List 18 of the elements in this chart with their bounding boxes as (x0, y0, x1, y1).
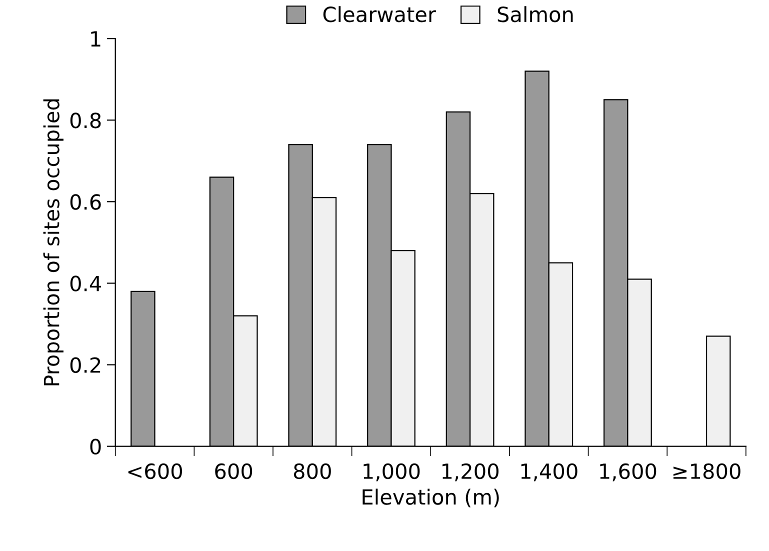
x-tick-label: 1,600 (600, 463, 656, 482)
y-tick-label: 1 (91, 31, 100, 46)
x-tick-label: 600 (215, 463, 252, 480)
x-tick-label: ≥1800 (673, 463, 740, 480)
y-tick-label: 0.6 (70, 194, 101, 210)
y-axis-title: Proportion of sites occupied (43, 99, 64, 386)
x-tick-label: <600 (128, 463, 182, 480)
x-tick-label: 1,200 (442, 463, 498, 482)
y-tick-label: 0 (90, 438, 101, 455)
y-tick-label: 0.2 (70, 357, 100, 373)
legend-label: Salmon (498, 6, 573, 22)
x-tick-label: 1,400 (521, 463, 578, 482)
y-tick-label: 0.4 (70, 276, 101, 292)
x-axis-title: Elevation (m) (362, 488, 499, 508)
x-tick-label: 1,000 (364, 463, 420, 482)
x-tick-label: 800 (294, 463, 331, 480)
legend-label: Clearwater (323, 6, 436, 22)
y-tick-label: 0.8 (70, 112, 101, 128)
